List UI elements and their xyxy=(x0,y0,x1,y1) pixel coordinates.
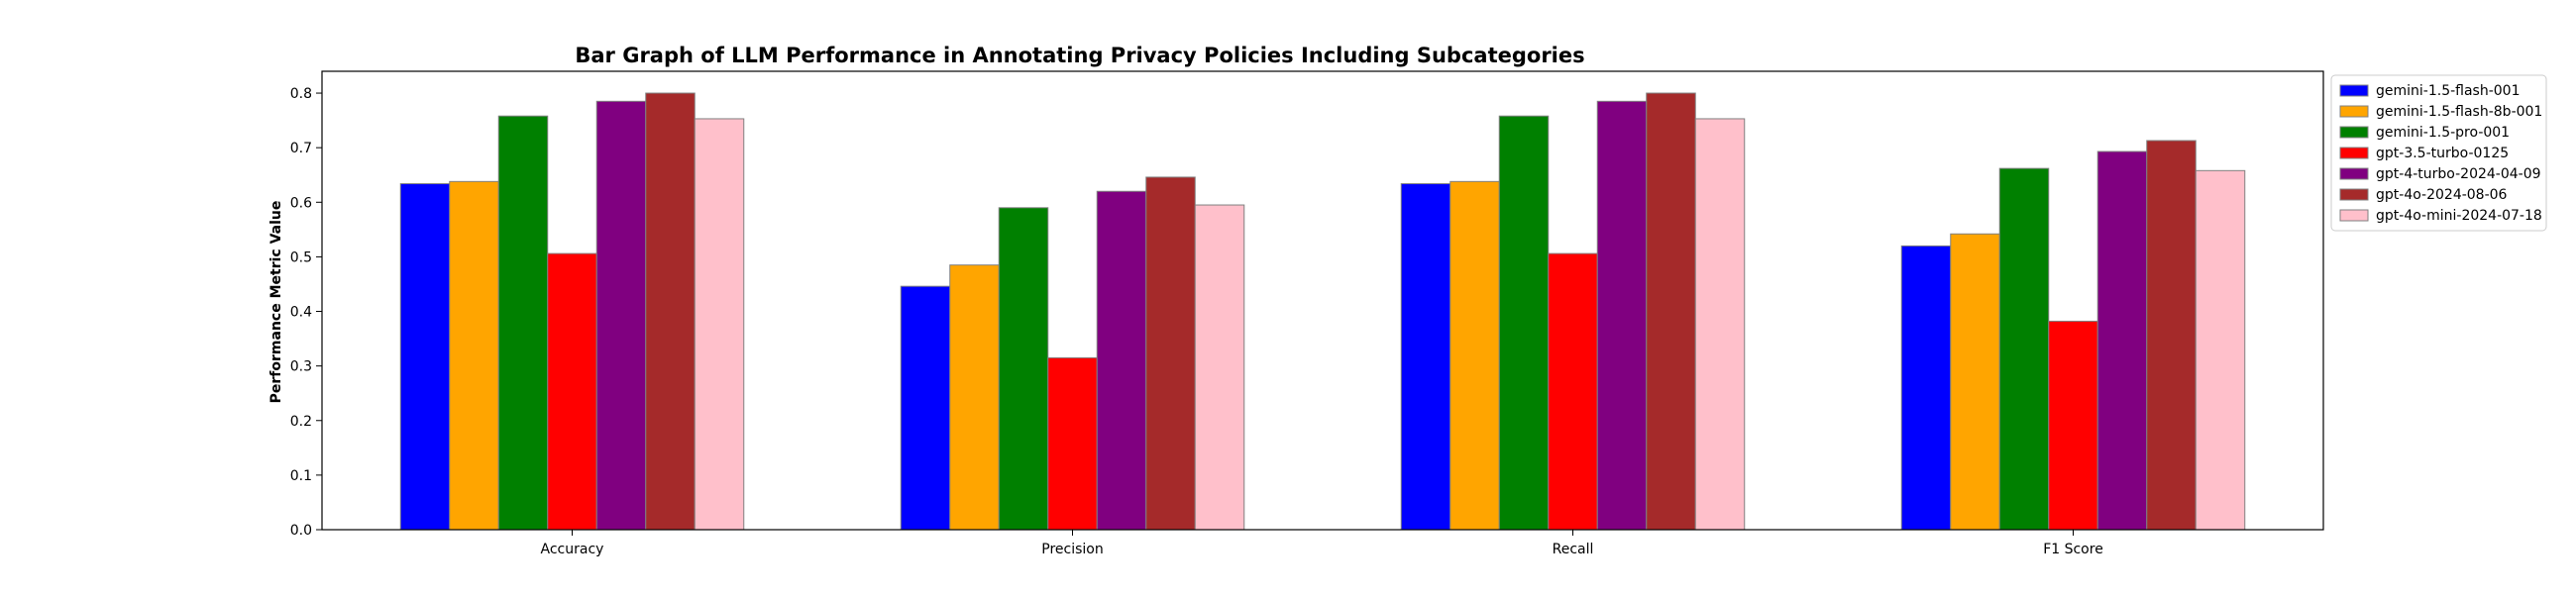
bar xyxy=(900,285,951,531)
bar xyxy=(1194,204,1245,531)
bar xyxy=(1548,252,1598,531)
x-tick-label: Precision xyxy=(1041,542,1103,557)
legend-label: gpt-4-turbo-2024-04-09 xyxy=(2376,166,2541,182)
bar xyxy=(1449,180,1500,531)
bar xyxy=(2146,140,2197,531)
bars-layer xyxy=(399,92,2246,531)
legend-swatch xyxy=(2339,105,2369,118)
bar xyxy=(497,115,549,531)
y-tick-label: 0.4 xyxy=(290,305,312,321)
bar xyxy=(1900,245,1952,531)
legend-label: gpt-4o-2024-08-06 xyxy=(2376,187,2508,203)
legend-label: gpt-4o-mini-2024-07-18 xyxy=(2376,208,2542,224)
bar xyxy=(1950,233,2000,531)
legend-swatch xyxy=(2339,188,2369,201)
bar xyxy=(1096,190,1147,531)
bar xyxy=(1498,115,1550,531)
bar xyxy=(1646,92,1696,531)
bar xyxy=(1596,100,1648,531)
bar xyxy=(2096,150,2148,531)
y-tick-label: 0.5 xyxy=(290,249,312,265)
y-axis-label: Performance Metric Value xyxy=(268,201,284,404)
bar xyxy=(2048,320,2098,531)
y-tick-label: 0.6 xyxy=(290,195,312,211)
bar xyxy=(547,252,597,531)
legend-label: gemini-1.5-pro-001 xyxy=(2376,125,2510,141)
bar xyxy=(949,264,1000,531)
legend-label: gemini-1.5-flash-8b-001 xyxy=(2376,104,2542,120)
x-tick-label: F1 Score xyxy=(2043,542,2103,557)
y-tick-label: 0.2 xyxy=(290,414,312,430)
legend-swatch xyxy=(2339,209,2369,222)
plot-frame xyxy=(321,70,2324,531)
legend-swatch xyxy=(2339,167,2369,180)
bar xyxy=(998,207,1049,531)
bar xyxy=(2195,169,2246,531)
bar xyxy=(399,183,451,531)
y-tick-label: 0.3 xyxy=(290,359,312,375)
y-tick-label: 0.8 xyxy=(290,86,312,102)
bar xyxy=(1998,167,2050,531)
y-tick-label: 0.0 xyxy=(290,523,312,539)
y-tick-label: 0.7 xyxy=(290,141,312,156)
chart-title: Bar Graph of LLM Performance in Annotati… xyxy=(575,44,1584,67)
legend-swatch xyxy=(2339,126,2369,139)
x-tick-label: Recall xyxy=(1553,542,1594,557)
legend: gemini-1.5-flash-001 gemini-1.5-flash-8b-… xyxy=(2330,74,2547,232)
bar xyxy=(449,180,499,531)
bar xyxy=(645,92,696,531)
legend-swatch xyxy=(2339,147,2369,159)
legend-swatch xyxy=(2339,84,2369,97)
bar xyxy=(1145,176,1196,531)
y-tick-label: 0.1 xyxy=(290,468,312,484)
bar xyxy=(595,100,647,531)
legend-label: gemini-1.5-flash-001 xyxy=(2376,83,2521,99)
bar xyxy=(694,118,745,531)
bar xyxy=(1400,183,1451,531)
bar xyxy=(1694,118,1746,531)
legend-box xyxy=(2330,74,2547,232)
x-tick-label: Accuracy xyxy=(541,542,604,557)
axes-layer: Accuracy Precision Recall F1 Score 0.0 0.1 0.2… xyxy=(290,70,2324,557)
legend-label: gpt-3.5-turbo-0125 xyxy=(2376,146,2509,161)
bar xyxy=(1047,356,1098,531)
